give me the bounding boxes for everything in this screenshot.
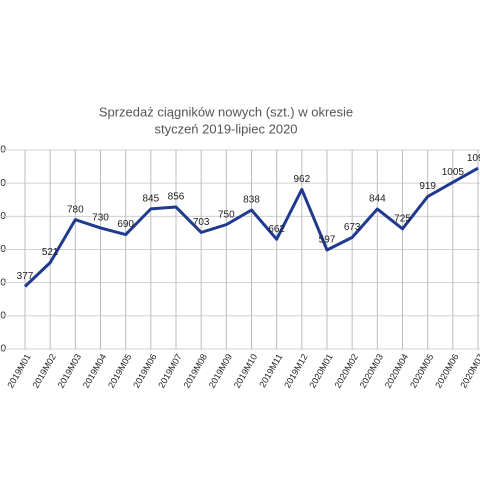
chart-title: Sprzedaż ciągników nowych (szt.) w okres…	[99, 104, 353, 119]
data-label: 1005	[442, 167, 465, 178]
x-tick-label: 2019M06	[131, 352, 158, 390]
data-label: 780	[67, 204, 84, 215]
data-label: 856	[168, 192, 185, 203]
x-tick-label: 2019M10	[232, 352, 259, 390]
x-tick-label: 2020M06	[433, 352, 460, 390]
x-tick-label: 2020M02	[333, 352, 360, 390]
data-label: 690	[117, 219, 134, 230]
x-tick-label: 2019M08	[182, 352, 209, 390]
x-tick-label: 2020M01	[307, 352, 334, 390]
data-label: 673	[344, 222, 361, 233]
chart-title: styczeń 2019-lipiec 2020	[154, 121, 297, 136]
x-tick-label: 2019M01	[5, 352, 32, 390]
data-label: 377	[17, 271, 34, 282]
data-label: 662	[268, 224, 285, 235]
x-tick-label: 2019M12	[282, 352, 309, 390]
data-label: 962	[293, 174, 310, 185]
x-tick-label: 2019M09	[207, 352, 234, 390]
x-tick-label: 2019M02	[31, 352, 58, 390]
data-label: 750	[218, 209, 235, 220]
data-label: 844	[369, 194, 386, 205]
x-tick-label: 2019M07	[156, 352, 183, 390]
data-label: 703	[193, 217, 210, 228]
data-label: 725	[394, 213, 411, 224]
line	[23, 166, 479, 288]
data-label: 919	[419, 181, 436, 192]
data-label: 521	[42, 247, 59, 258]
x-tick-label: 2020M05	[408, 352, 435, 390]
x-tick-label: 2019M11	[257, 352, 284, 389]
x-tick-label: 2020M04	[383, 352, 410, 390]
data-label: 730	[92, 213, 109, 224]
data-label: 597	[319, 235, 336, 246]
x-tick-label: 2019M03	[56, 352, 83, 390]
data-label: 845	[142, 194, 159, 205]
x-tick-label: 2019M05	[106, 352, 133, 390]
x-tick-label: 2020M03	[358, 352, 385, 390]
x-tick-label: 2019M04	[81, 352, 108, 390]
data-label: 838	[243, 195, 260, 206]
data-label: 1090	[467, 153, 480, 164]
x-tick-label: 2020M07	[458, 352, 480, 390]
